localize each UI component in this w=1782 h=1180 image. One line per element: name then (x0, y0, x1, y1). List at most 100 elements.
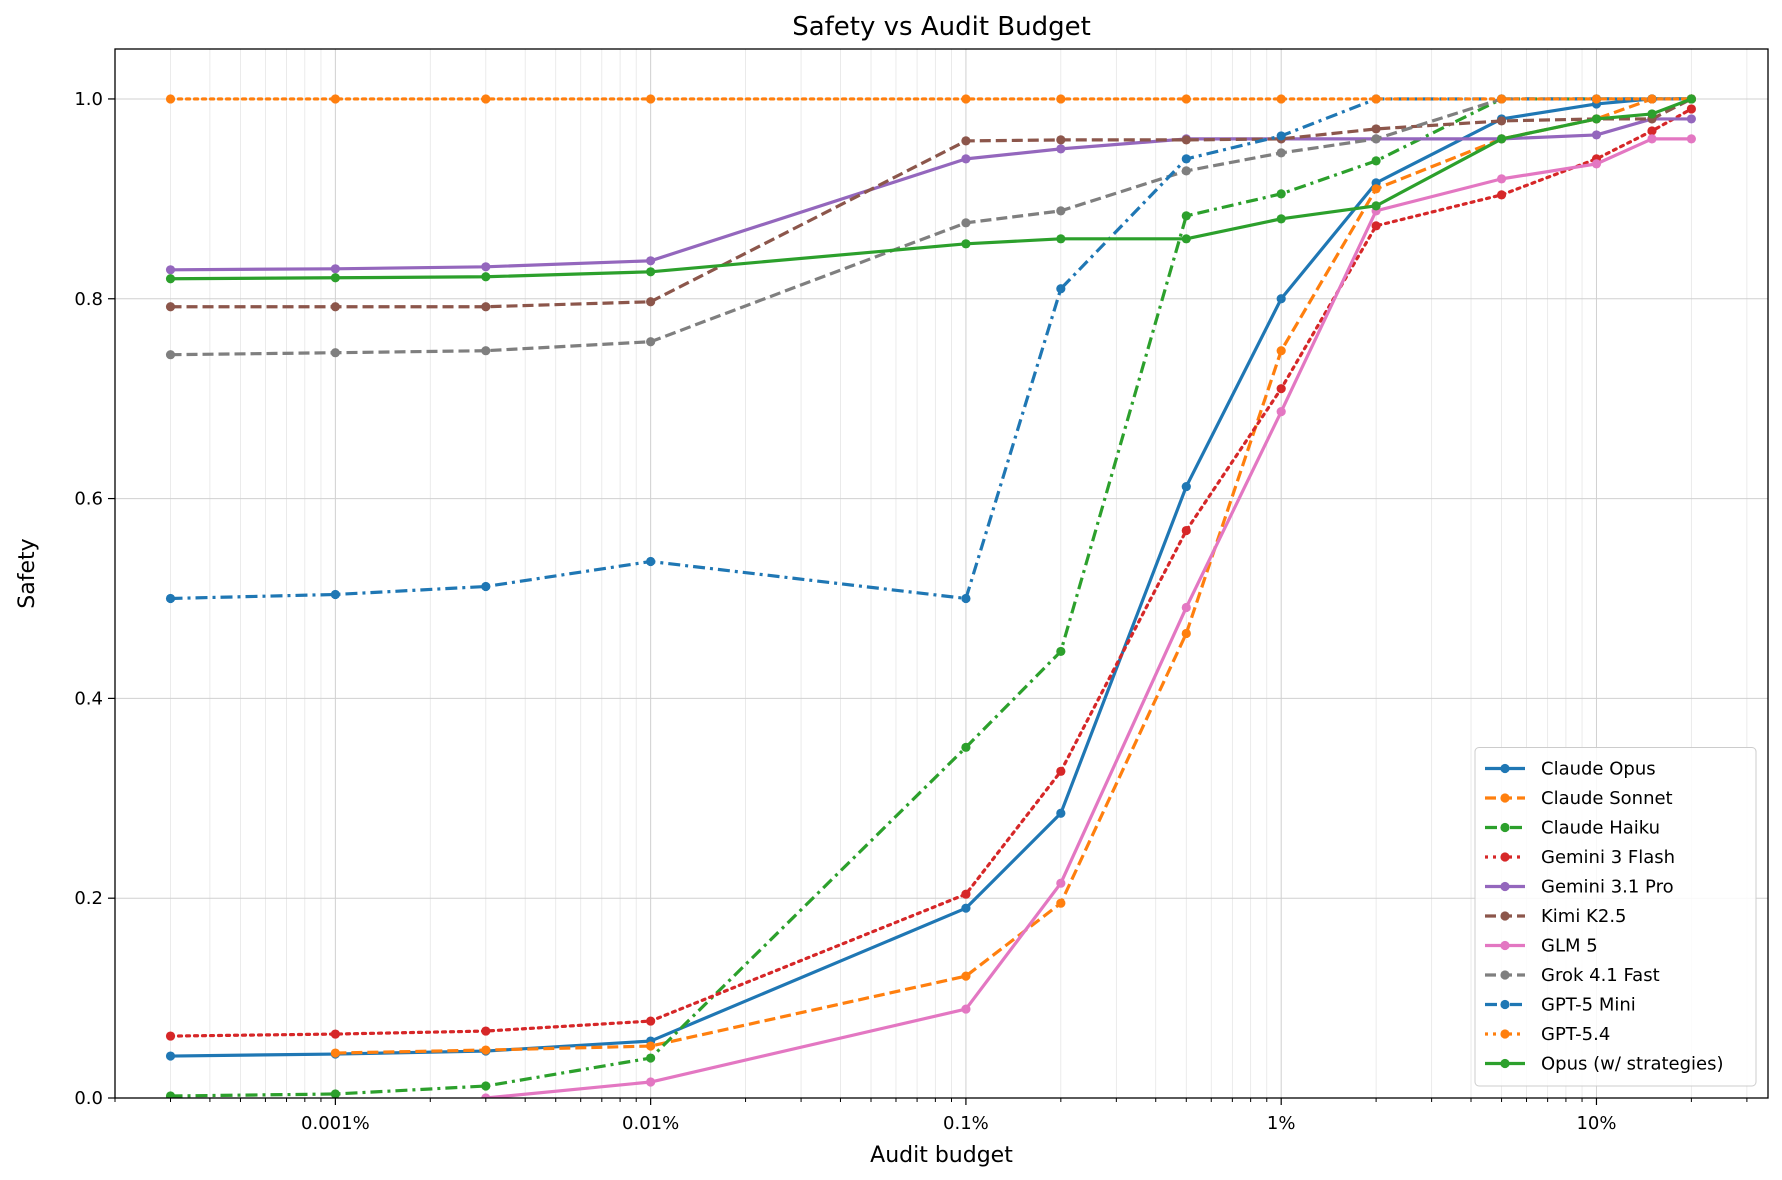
data-point (646, 297, 656, 307)
legend-label: Gemini 3 Flash (1541, 847, 1675, 868)
data-point (1371, 221, 1381, 231)
legend-marker (1500, 793, 1510, 803)
data-point (1647, 94, 1657, 104)
legend-marker (1500, 911, 1510, 921)
data-point (1496, 116, 1507, 126)
data-point (1276, 94, 1286, 104)
data-point (481, 346, 491, 356)
data-point (1181, 628, 1191, 639)
data-point (1181, 525, 1191, 536)
legend-label: Claude Haiku (1541, 818, 1660, 839)
data-point (1686, 134, 1696, 144)
data-point (1276, 214, 1286, 224)
legend-marker (1500, 999, 1510, 1010)
legend-marker (1500, 940, 1510, 951)
legend-item-kimi-k2-5: Kimi K2.5 (1485, 906, 1627, 927)
legend-label: Kimi K2.5 (1541, 906, 1627, 927)
data-point (165, 1051, 176, 1061)
series-gemini-3-flash (165, 104, 1696, 1041)
data-point (961, 903, 971, 913)
legend-item-gemini-3-1-pro: Gemini 3.1 Pro (1485, 877, 1674, 898)
legend-item-gpt-5-4: GPT-5.4 (1485, 1024, 1610, 1045)
series-opus-w-strategies (165, 94, 1696, 284)
data-point (1056, 234, 1066, 244)
data-point (1686, 114, 1696, 124)
data-point (1056, 808, 1066, 818)
data-point (1591, 130, 1602, 140)
data-point (646, 337, 656, 347)
legend-label: GPT-5 Mini (1541, 995, 1636, 1016)
data-point (1276, 384, 1286, 394)
data-point (1056, 898, 1066, 908)
legend-marker (1500, 881, 1510, 892)
data-point (1181, 234, 1191, 244)
legend-marker (1500, 822, 1510, 833)
legend-item-grok-4-1-fast: Grok 4.1 Fast (1485, 965, 1660, 986)
x-tick-label: 0.001% (301, 1113, 370, 1134)
data-point (1496, 134, 1507, 144)
data-point (1647, 126, 1657, 136)
data-point (330, 302, 340, 312)
data-point (330, 1048, 340, 1058)
data-point (481, 1081, 491, 1091)
legend-item-glm-5: GLM 5 (1485, 936, 1598, 957)
data-point (646, 256, 656, 266)
data-point (1276, 131, 1286, 141)
data-point (1496, 190, 1507, 200)
legend-label: Opus (w/ strategies) (1541, 1054, 1724, 1075)
data-point (1686, 94, 1696, 104)
data-point (165, 1091, 176, 1098)
data-point (1371, 201, 1381, 211)
data-point (1371, 156, 1381, 166)
data-point (481, 262, 491, 272)
data-point (1181, 211, 1191, 221)
data-point (330, 1029, 340, 1039)
y-axis-ticks: 0.0 0.2 0.4 0.6 0.8 1.0 (74, 89, 115, 1109)
x-tick-label: 1% (1267, 1113, 1296, 1134)
data-point (1276, 346, 1286, 356)
data-point (165, 94, 176, 104)
data-point (1591, 114, 1602, 124)
data-point (165, 302, 176, 312)
data-point (961, 593, 971, 604)
data-point (961, 154, 971, 164)
chart-title: Safety vs Audit Budget (792, 12, 1091, 42)
data-point (330, 589, 340, 600)
data-point (481, 1026, 491, 1036)
legend-label: Claude Sonnet (1541, 788, 1673, 809)
data-point (481, 1045, 491, 1055)
data-point (1276, 148, 1286, 158)
data-point (961, 971, 971, 981)
legend-marker (1500, 852, 1510, 862)
data-point (165, 274, 176, 284)
data-point (481, 302, 491, 312)
data-point (330, 94, 340, 104)
data-point (1647, 109, 1657, 119)
data-point (646, 1053, 656, 1063)
legend-item-gemini-3-flash: Gemini 3 Flash (1485, 847, 1675, 868)
data-point (481, 581, 491, 592)
data-point (1496, 94, 1507, 104)
data-point (1496, 174, 1507, 184)
data-point (961, 239, 971, 249)
legend-marker (1500, 970, 1510, 980)
y-tick-label: 0.4 (74, 688, 103, 709)
data-point (330, 348, 340, 358)
legend-item-gpt-5-mini: GPT-5 Mini (1485, 995, 1636, 1016)
legend-marker (1500, 1058, 1510, 1069)
data-point (1591, 159, 1602, 169)
data-point (961, 1004, 971, 1014)
legend-label: Grok 4.1 Fast (1541, 965, 1660, 986)
data-point (330, 264, 340, 274)
data-point (165, 593, 176, 604)
series-line-claude-sonnet (335, 97, 1692, 1055)
data-point (646, 267, 656, 277)
data-point (1591, 94, 1602, 104)
x-tick-label: 10% (1576, 1113, 1616, 1134)
data-point (1056, 206, 1066, 216)
legend-label: Gemini 3.1 Pro (1541, 877, 1674, 898)
data-point (1056, 94, 1066, 104)
data-point (1371, 124, 1381, 134)
legend-item-opus-w-strategies: Opus (w/ strategies) (1485, 1054, 1724, 1075)
